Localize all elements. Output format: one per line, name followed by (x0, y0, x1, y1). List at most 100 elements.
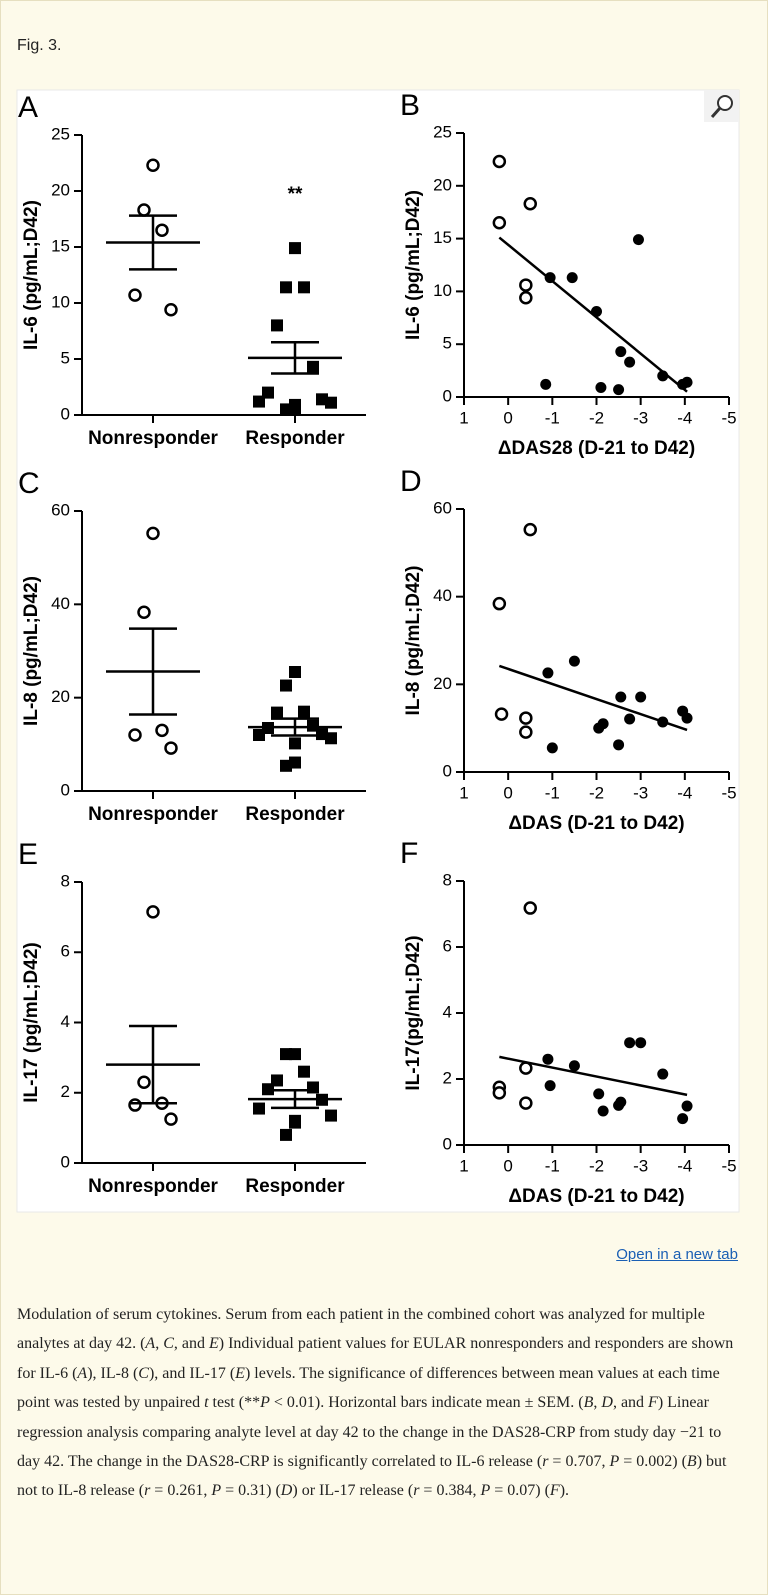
point (523, 522, 537, 537)
panel-letter: F (400, 837, 418, 870)
y-tick-label: 15 (51, 236, 70, 255)
point (544, 272, 556, 284)
x-tick-label: -4 (677, 783, 692, 802)
point (542, 1053, 554, 1065)
y-tick-label: 0 (443, 386, 452, 405)
y-tick-label: 20 (51, 180, 70, 199)
y-tick-label: 60 (51, 500, 70, 519)
point (253, 729, 265, 741)
zoom-lens[interactable] (717, 95, 733, 111)
open-in-new-tab-link[interactable]: Open in a new tab (616, 1246, 738, 1263)
point (280, 1128, 292, 1141)
caption-run: B (583, 1394, 594, 1412)
y-tick-label: 5 (443, 334, 452, 353)
panel-letter: E (18, 838, 38, 871)
point (492, 154, 507, 169)
caption-run: , and (612, 1394, 649, 1412)
point (542, 667, 554, 679)
y-axis-label: IL-6 (pg/mL;D42) (21, 200, 42, 350)
y-axis-label: IL-8 (pg/mL;D42) (403, 566, 424, 716)
caption-run: C (163, 1335, 174, 1353)
caption-run: , and (173, 1335, 209, 1353)
point (657, 1068, 669, 1080)
y-axis-label: IL-17(pg/mL;D42) (403, 935, 424, 1090)
point (146, 905, 160, 919)
point (568, 655, 580, 667)
y-tick-label: 25 (433, 122, 452, 141)
point (307, 1081, 319, 1094)
panel-letter: A (18, 91, 38, 124)
point (128, 288, 142, 302)
point (677, 1113, 689, 1125)
caption-run: ), and IL-17 ( (148, 1364, 236, 1382)
y-tick-label: 10 (51, 292, 70, 311)
point (681, 376, 693, 388)
point (137, 605, 151, 620)
point (289, 1116, 301, 1129)
point (280, 759, 292, 772)
point (137, 1075, 151, 1089)
y-tick-label: 15 (433, 228, 452, 247)
caption-run: P (211, 1482, 222, 1500)
fit-line (498, 664, 688, 732)
point (253, 1102, 265, 1115)
point (280, 1048, 292, 1061)
y-tick-label: 0 (443, 761, 452, 780)
x-tick-label: -5 (721, 1156, 736, 1175)
point (325, 1109, 337, 1122)
point (325, 396, 337, 409)
caption-run: D (601, 1394, 613, 1412)
x-tick-label: -2 (589, 408, 604, 427)
caption-run: P (609, 1453, 620, 1471)
point (615, 346, 627, 358)
caption-run: r (144, 1482, 151, 1500)
caption-run: E (208, 1335, 219, 1353)
y-axis-label: IL-6 (pg/mL;D42) (403, 190, 424, 340)
point (591, 305, 602, 317)
point (523, 197, 537, 211)
point (280, 679, 292, 692)
point (635, 691, 647, 703)
zoom-icon[interactable] (704, 90, 739, 122)
caption-run: ) but not to IL-8 release ( (17, 1453, 727, 1500)
caption-run: E (235, 1364, 245, 1382)
caption-run: , (593, 1394, 602, 1412)
caption-run: , (155, 1335, 164, 1353)
caption-run: = 0.384, (419, 1482, 481, 1500)
point (566, 272, 578, 284)
point (568, 1060, 580, 1072)
x-tick-label: -1 (545, 1156, 560, 1175)
caption-run: = 0.07) ( (490, 1482, 550, 1500)
point (128, 1098, 142, 1112)
point (146, 158, 160, 172)
point (544, 1080, 556, 1092)
point (164, 741, 178, 755)
zoom-handle[interactable] (710, 107, 722, 118)
point (519, 1061, 533, 1075)
point (657, 716, 669, 728)
caption-run: Modulation of serum cytokines. Serum fro… (17, 1306, 705, 1353)
x-tick-label: -2 (589, 783, 604, 802)
caption-run: A (145, 1335, 156, 1353)
point (624, 1037, 636, 1049)
point (597, 1105, 609, 1117)
point (523, 901, 537, 915)
y-tick-label: 4 (61, 1012, 70, 1031)
caption-run: = 0.31) ( (221, 1482, 281, 1500)
y-tick-label: 20 (433, 674, 452, 693)
x-tick-label: -3 (633, 783, 648, 802)
point (128, 728, 142, 742)
x-axis-label: ΔDAS28 (D-21 to D42) (498, 438, 695, 459)
point (271, 319, 283, 332)
caption-run: ). (559, 1482, 570, 1500)
point (519, 290, 533, 305)
point (492, 216, 507, 230)
y-tick-label: 8 (443, 870, 452, 889)
x-tick-label: -1 (545, 408, 560, 427)
point (492, 1086, 507, 1100)
caption-run: test (** (208, 1394, 261, 1412)
x-tick-label: Responder (245, 1176, 345, 1197)
point (615, 1096, 627, 1108)
x-tick-label: 1 (459, 1156, 468, 1175)
